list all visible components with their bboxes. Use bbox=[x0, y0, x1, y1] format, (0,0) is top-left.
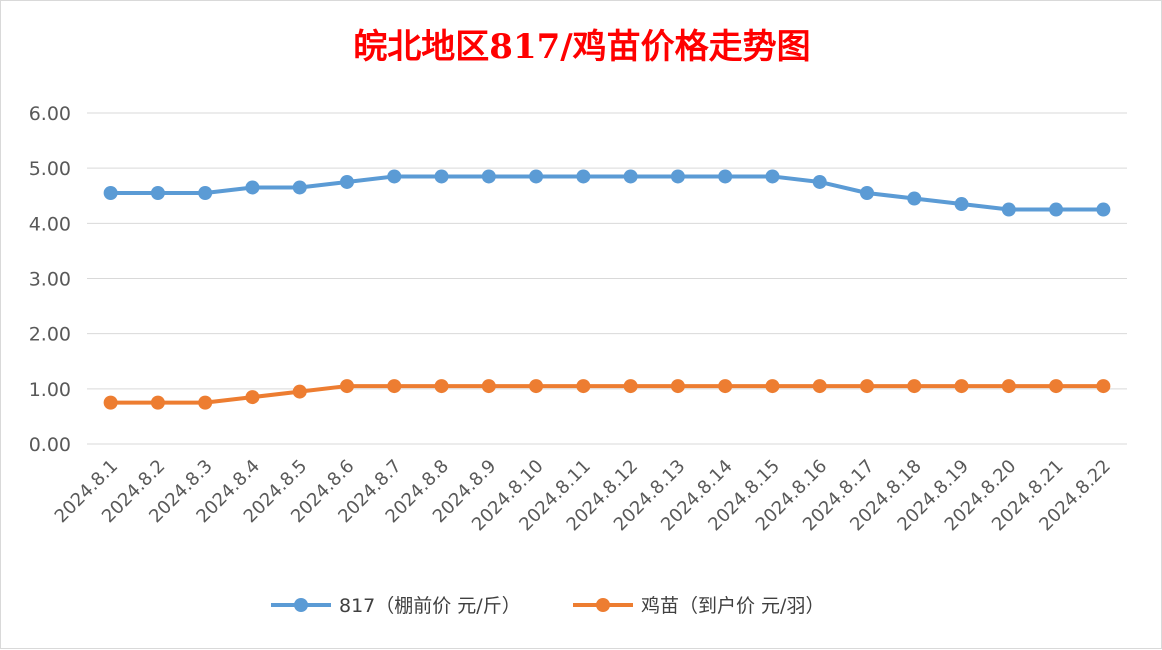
data-point bbox=[150, 185, 165, 200]
series-lines bbox=[103, 169, 1111, 410]
data-point bbox=[150, 395, 165, 410]
x-axis-ticks: 2024.8.12024.8.22024.8.32024.8.42024.8.5… bbox=[51, 456, 1115, 536]
data-point bbox=[292, 384, 307, 399]
y-tick-label: 3.00 bbox=[29, 269, 71, 291]
chart-title: 皖北地区817/鸡苗价格走势图 bbox=[353, 27, 811, 67]
y-tick-label: 1.00 bbox=[29, 379, 71, 401]
data-point bbox=[198, 185, 213, 200]
data-point bbox=[670, 169, 685, 184]
data-point bbox=[765, 379, 780, 394]
data-point bbox=[623, 379, 638, 394]
data-point bbox=[1096, 202, 1111, 217]
legend-marker bbox=[294, 598, 308, 612]
data-point bbox=[481, 169, 496, 184]
data-point bbox=[387, 169, 402, 184]
y-tick-label: 4.00 bbox=[29, 213, 71, 235]
data-point bbox=[481, 379, 496, 394]
y-axis-ticks: 0.00 1.00 2.00 3.00 4.00 5.00 6.00 bbox=[29, 103, 71, 456]
data-point bbox=[907, 379, 922, 394]
data-point bbox=[103, 395, 118, 410]
data-point bbox=[718, 379, 733, 394]
data-point bbox=[340, 174, 354, 189]
data-point bbox=[1001, 379, 1016, 394]
data-point bbox=[907, 191, 922, 206]
data-point bbox=[434, 169, 449, 184]
data-point bbox=[812, 174, 827, 189]
y-tick-label: 6.00 bbox=[29, 103, 71, 125]
y-tick-label: 0.00 bbox=[29, 434, 71, 456]
data-point bbox=[103, 185, 118, 200]
data-point bbox=[1096, 379, 1111, 394]
data-point bbox=[245, 390, 260, 405]
data-point bbox=[718, 169, 733, 184]
data-point bbox=[1049, 379, 1064, 394]
data-point bbox=[670, 379, 685, 394]
legend-label: 鸡苗（到户价 元/羽） bbox=[641, 595, 824, 617]
data-point bbox=[340, 379, 354, 394]
data-point bbox=[860, 379, 874, 394]
data-point bbox=[576, 169, 591, 184]
data-point bbox=[623, 169, 638, 184]
data-point bbox=[245, 180, 260, 195]
data-point bbox=[1001, 202, 1016, 217]
legend-label: 817（棚前价 元/斤） bbox=[339, 595, 521, 617]
legend-marker bbox=[596, 598, 610, 612]
data-point bbox=[576, 379, 591, 394]
data-point bbox=[529, 379, 544, 394]
data-point bbox=[954, 379, 969, 394]
data-point bbox=[812, 379, 827, 394]
data-point bbox=[292, 180, 307, 195]
legend: 817（棚前价 元/斤） 鸡苗（到户价 元/羽） bbox=[271, 595, 824, 617]
y-tick-label: 2.00 bbox=[29, 324, 71, 346]
data-point bbox=[954, 197, 969, 212]
data-point bbox=[529, 169, 544, 184]
data-point bbox=[198, 395, 213, 410]
data-point bbox=[434, 379, 449, 394]
y-tick-label: 5.00 bbox=[29, 158, 71, 180]
series-line bbox=[110, 384, 1104, 405]
data-point bbox=[1049, 202, 1064, 217]
data-point bbox=[860, 185, 874, 200]
legend-item: 817（棚前价 元/斤） bbox=[271, 595, 521, 617]
series-line bbox=[110, 174, 1104, 212]
legend-item: 鸡苗（到户价 元/羽） bbox=[573, 595, 824, 617]
data-point bbox=[387, 379, 402, 394]
data-point bbox=[765, 169, 780, 184]
grid-lines bbox=[87, 112, 1127, 445]
